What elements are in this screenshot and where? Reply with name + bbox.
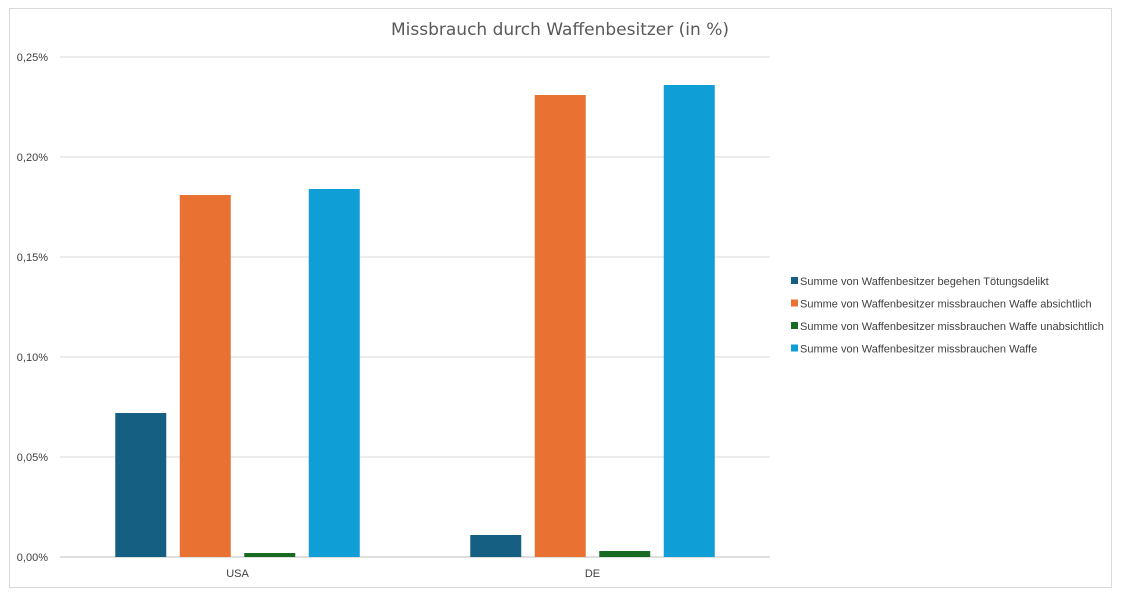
legend-label: Summe von Waffenbesitzer missbrauchen Wa…	[800, 344, 1037, 356]
legend-label: Summe von Waffenbesitzer begehen Tötungs…	[800, 276, 1049, 288]
y-tick-label: 0,15%	[17, 252, 48, 264]
bar	[179, 195, 231, 557]
legend-label: Summe von Waffenbesitzer missbrauchen Wa…	[800, 299, 1092, 311]
legend-label: Summe von Waffenbesitzer missbrauchen Wa…	[800, 321, 1104, 333]
bar	[599, 551, 651, 557]
y-tick-label: 0,00%	[17, 552, 48, 564]
y-tick-label: 0,10%	[17, 352, 48, 364]
y-tick-label: 0,05%	[17, 452, 48, 464]
legend-swatch	[791, 322, 798, 329]
bar	[244, 553, 296, 557]
bar	[115, 413, 167, 557]
bar	[470, 535, 522, 557]
y-tick-label: 0,25%	[17, 52, 48, 64]
y-tick-label: 0,20%	[17, 152, 48, 164]
x-tick-label: DE	[585, 568, 600, 580]
chart-title: Missbrauch durch Waffenbesitzer (in %)	[391, 20, 729, 40]
legend-swatch	[791, 277, 798, 284]
legend-swatch	[791, 299, 798, 307]
bar	[534, 95, 586, 557]
bar	[308, 189, 360, 557]
x-tick-label: USA	[226, 568, 249, 580]
bar	[663, 85, 715, 557]
legend-swatch	[791, 344, 798, 352]
